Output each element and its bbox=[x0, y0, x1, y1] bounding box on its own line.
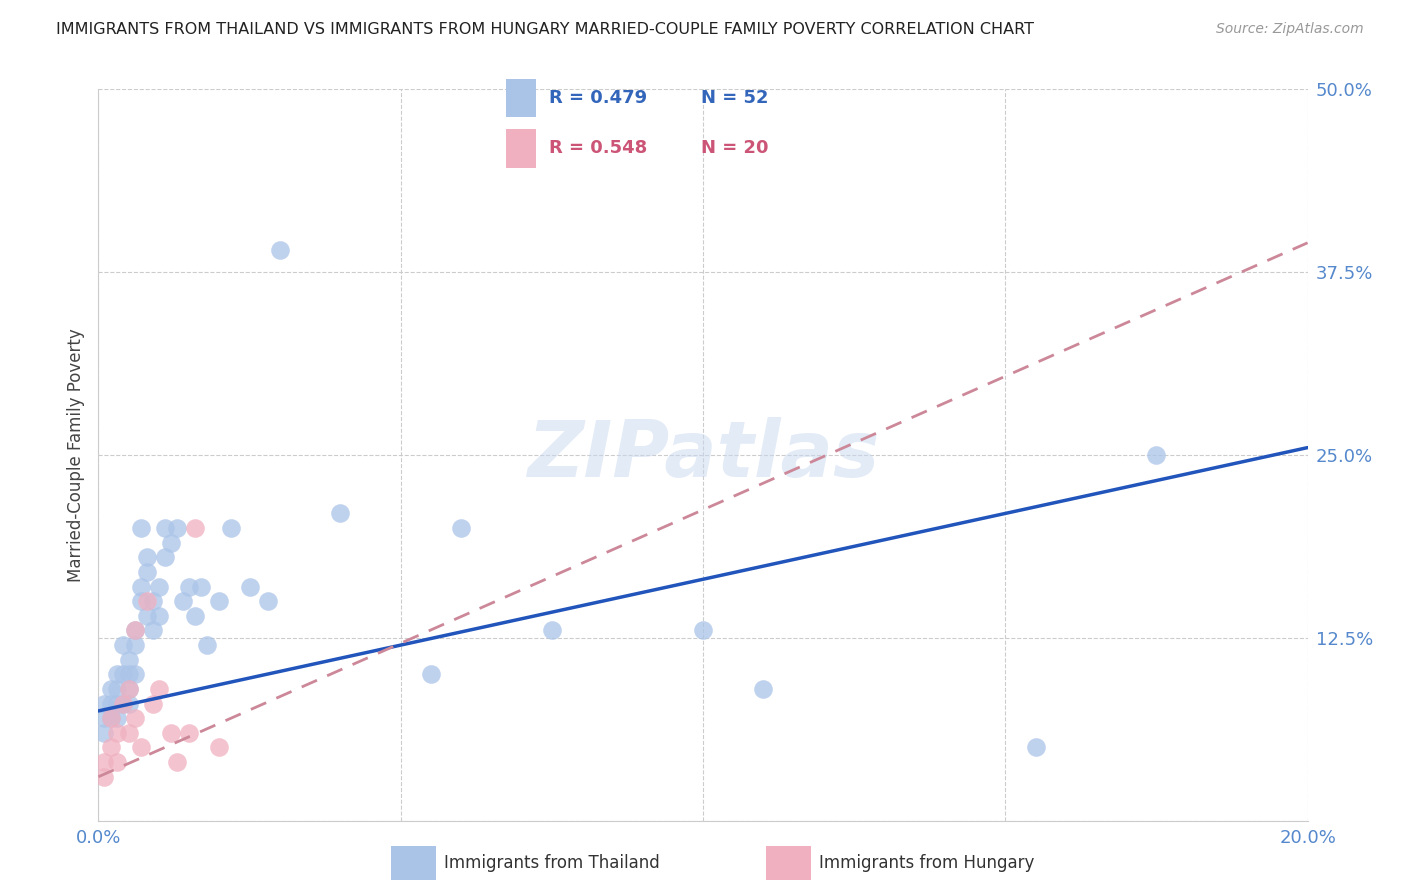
Point bbox=[105, 726, 128, 740]
Point bbox=[239, 580, 262, 594]
Point bbox=[124, 711, 146, 725]
Point bbox=[100, 697, 122, 711]
Y-axis label: Married-Couple Family Poverty: Married-Couple Family Poverty bbox=[66, 328, 84, 582]
Point bbox=[118, 667, 141, 681]
Point bbox=[93, 711, 115, 725]
Text: ZIPatlas: ZIPatlas bbox=[527, 417, 879, 493]
Point bbox=[118, 681, 141, 696]
Point bbox=[153, 521, 176, 535]
Point bbox=[105, 755, 128, 769]
Point bbox=[135, 565, 157, 579]
Point bbox=[118, 653, 141, 667]
Point bbox=[111, 697, 134, 711]
Point bbox=[166, 755, 188, 769]
Point bbox=[1024, 740, 1046, 755]
Point bbox=[184, 521, 207, 535]
Text: R = 0.479: R = 0.479 bbox=[550, 89, 648, 107]
Point bbox=[142, 624, 165, 638]
Point bbox=[135, 594, 157, 608]
Point bbox=[93, 770, 115, 784]
Point bbox=[93, 755, 115, 769]
Point bbox=[100, 681, 122, 696]
Point bbox=[208, 594, 231, 608]
Point bbox=[692, 624, 714, 638]
Point bbox=[166, 521, 188, 535]
Point bbox=[100, 740, 122, 755]
Point bbox=[105, 681, 128, 696]
Point bbox=[450, 521, 472, 535]
FancyBboxPatch shape bbox=[506, 78, 536, 118]
Point bbox=[111, 638, 134, 652]
Point bbox=[100, 711, 122, 725]
Point bbox=[1144, 448, 1167, 462]
Point bbox=[100, 711, 122, 725]
Text: N = 20: N = 20 bbox=[702, 139, 769, 157]
Point bbox=[124, 667, 146, 681]
Point bbox=[160, 535, 183, 549]
Point bbox=[135, 608, 157, 623]
Text: N = 52: N = 52 bbox=[702, 89, 769, 107]
FancyBboxPatch shape bbox=[506, 129, 536, 168]
Point bbox=[177, 580, 201, 594]
Point bbox=[184, 608, 207, 623]
Point bbox=[105, 697, 128, 711]
Point bbox=[208, 740, 231, 755]
Point bbox=[540, 624, 562, 638]
Point bbox=[172, 594, 194, 608]
Point bbox=[93, 726, 115, 740]
Point bbox=[105, 667, 128, 681]
Point bbox=[148, 681, 170, 696]
FancyBboxPatch shape bbox=[391, 846, 436, 880]
Point bbox=[752, 681, 775, 696]
Text: R = 0.548: R = 0.548 bbox=[550, 139, 648, 157]
Point bbox=[135, 550, 157, 565]
Point bbox=[153, 550, 176, 565]
Text: Immigrants from Thailand: Immigrants from Thailand bbox=[444, 854, 659, 872]
Point bbox=[142, 594, 165, 608]
Point bbox=[124, 624, 146, 638]
Point bbox=[118, 726, 141, 740]
Point bbox=[129, 740, 152, 755]
Point bbox=[124, 624, 146, 638]
Point bbox=[148, 580, 170, 594]
Point bbox=[111, 697, 134, 711]
Point bbox=[160, 726, 183, 740]
Point bbox=[148, 608, 170, 623]
Point bbox=[129, 521, 152, 535]
FancyBboxPatch shape bbox=[766, 846, 811, 880]
Point bbox=[195, 638, 218, 652]
Point bbox=[269, 243, 291, 257]
Point bbox=[129, 580, 152, 594]
Point bbox=[221, 521, 243, 535]
Point bbox=[329, 507, 352, 521]
Point bbox=[190, 580, 212, 594]
Point bbox=[142, 697, 165, 711]
Point bbox=[256, 594, 278, 608]
Point bbox=[124, 638, 146, 652]
Point bbox=[129, 594, 152, 608]
Point bbox=[118, 697, 141, 711]
Text: IMMIGRANTS FROM THAILAND VS IMMIGRANTS FROM HUNGARY MARRIED-COUPLE FAMILY POVERT: IMMIGRANTS FROM THAILAND VS IMMIGRANTS F… bbox=[56, 22, 1035, 37]
Point bbox=[111, 667, 134, 681]
Point bbox=[93, 697, 115, 711]
Point bbox=[118, 681, 141, 696]
Point bbox=[177, 726, 201, 740]
Point bbox=[419, 667, 441, 681]
Text: Immigrants from Hungary: Immigrants from Hungary bbox=[818, 854, 1035, 872]
Text: Source: ZipAtlas.com: Source: ZipAtlas.com bbox=[1216, 22, 1364, 37]
Point bbox=[105, 711, 128, 725]
